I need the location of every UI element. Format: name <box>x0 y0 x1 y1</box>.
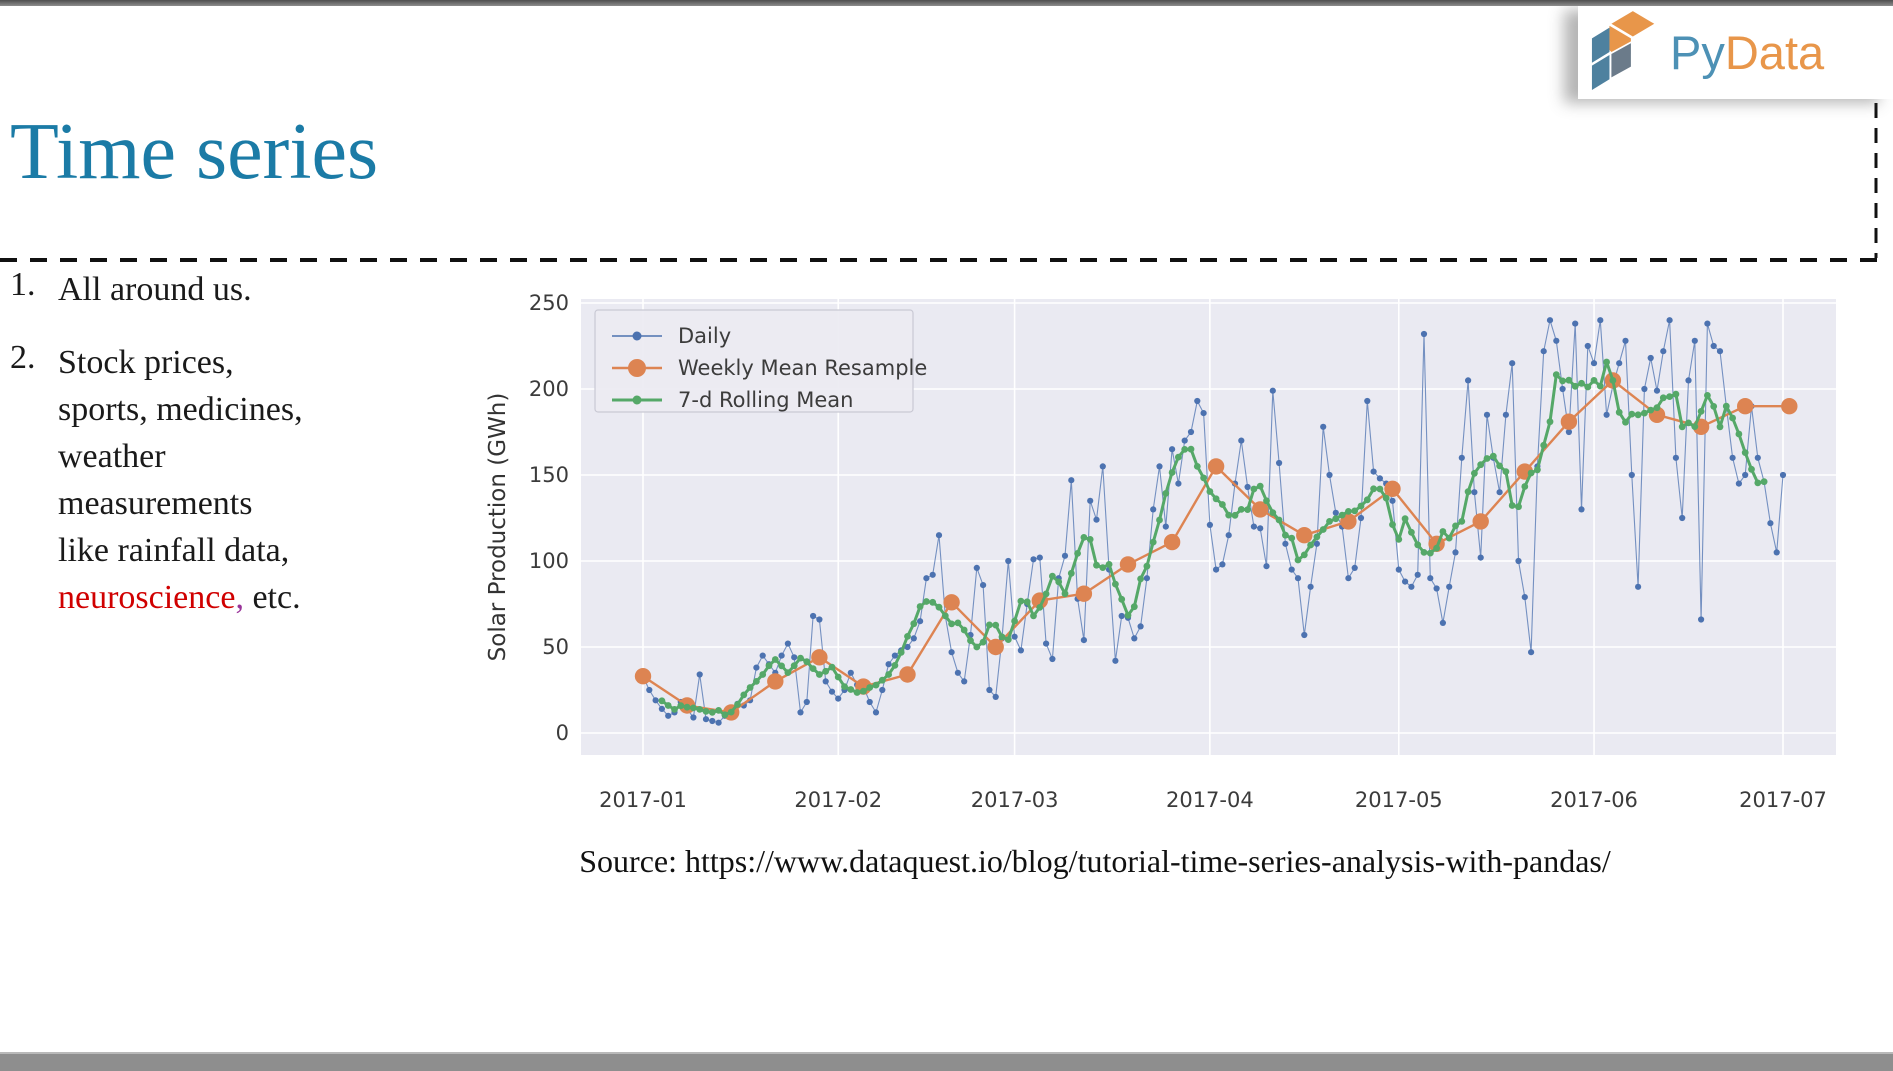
list-item: 1. All around us. <box>10 266 390 313</box>
list-item: 2. Stock prices, sports, medicines, weather… <box>10 339 390 621</box>
svg-text:2017-05: 2017-05 <box>1355 788 1443 812</box>
list-item-number: 2. <box>10 339 36 376</box>
list-item-line: sports, medicines, <box>58 391 303 428</box>
list-item-line: neuroscience, etc. <box>58 579 301 616</box>
slide-bottom-bar <box>0 1052 1893 1071</box>
list-item-line: measurements <box>58 485 253 522</box>
svg-text:2017-04: 2017-04 <box>1166 788 1254 812</box>
svg-text:250: 250 <box>529 291 569 315</box>
svg-text:Daily: Daily <box>678 324 731 348</box>
svg-text:Solar Production (GWh): Solar Production (GWh) <box>485 393 511 662</box>
svg-text:2017-07: 2017-07 <box>1739 788 1827 812</box>
svg-text:2017-03: 2017-03 <box>971 788 1059 812</box>
chart-legend: Daily Weekly Mean Resample 7-d Rolling Mea… <box>594 309 927 413</box>
logo-py: Py <box>1670 26 1725 79</box>
solar-chart: 0 50 100 150 200 250 2017-01 2017-02 2017-03 2017… <box>485 291 1836 812</box>
svg-text:7-d Rolling Mean: 7-d Rolling Mean <box>678 388 853 412</box>
pydata-logo-text: PyData <box>1670 25 1824 80</box>
svg-text:Weekly Mean Resample: Weekly Mean Resample <box>678 356 927 380</box>
svg-text:2017-02: 2017-02 <box>794 788 882 812</box>
page-title: Time series <box>10 108 379 196</box>
svg-text:200: 200 <box>529 377 569 401</box>
list-item-line: weather <box>58 438 166 475</box>
svg-text:150: 150 <box>529 463 569 487</box>
svg-text:100: 100 <box>529 549 569 573</box>
svg-text:2017-06: 2017-06 <box>1550 788 1638 812</box>
slide-top-bar <box>0 0 1893 6</box>
list-item-number: 1. <box>10 266 36 303</box>
list-item-line: All around us. <box>58 271 252 308</box>
source-citation: Source: https://www.dataquest.io/blog/tu… <box>579 843 1611 879</box>
logo-data: Data <box>1724 26 1825 79</box>
pydata-logo: PyData <box>1578 6 1893 99</box>
svg-text:50: 50 <box>542 635 569 659</box>
numbered-list: 1. All around us. 2. Stock prices, sports, m… <box>10 266 390 647</box>
pydata-cube-icon <box>1591 10 1655 90</box>
svg-text:2017-01: 2017-01 <box>599 788 687 812</box>
svg-text:0: 0 <box>556 721 569 745</box>
chart-figure: 0 50 100 150 200 250 2017-01 2017-02 2017-03 2017… <box>420 245 1880 880</box>
list-item-line: like rainfall data, <box>58 532 290 569</box>
list-item-line: Stock prices, <box>58 344 234 381</box>
